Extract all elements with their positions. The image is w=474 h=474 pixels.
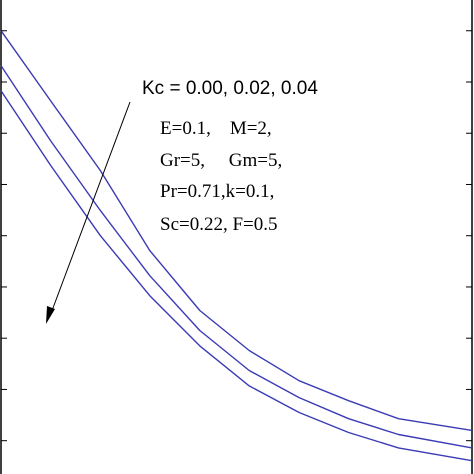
arrow-line	[49, 101, 131, 317]
annotation: Gr=5, Gm=5,	[160, 150, 282, 171]
annotation: Pr=0.71,k=0.1,	[160, 181, 274, 202]
curves	[0, 30, 473, 462]
line-series	[0, 65, 473, 449]
annotation: Kc = 0.00, 0.02, 0.04	[142, 78, 318, 99]
line-series	[0, 90, 473, 462]
annotation-background	[148, 112, 338, 242]
arrow-head	[46, 306, 55, 324]
annotation: E=0.1, M=2,	[160, 118, 272, 139]
annotation: Sc=0.22, F=0.5	[160, 214, 278, 235]
line-series	[0, 30, 473, 432]
